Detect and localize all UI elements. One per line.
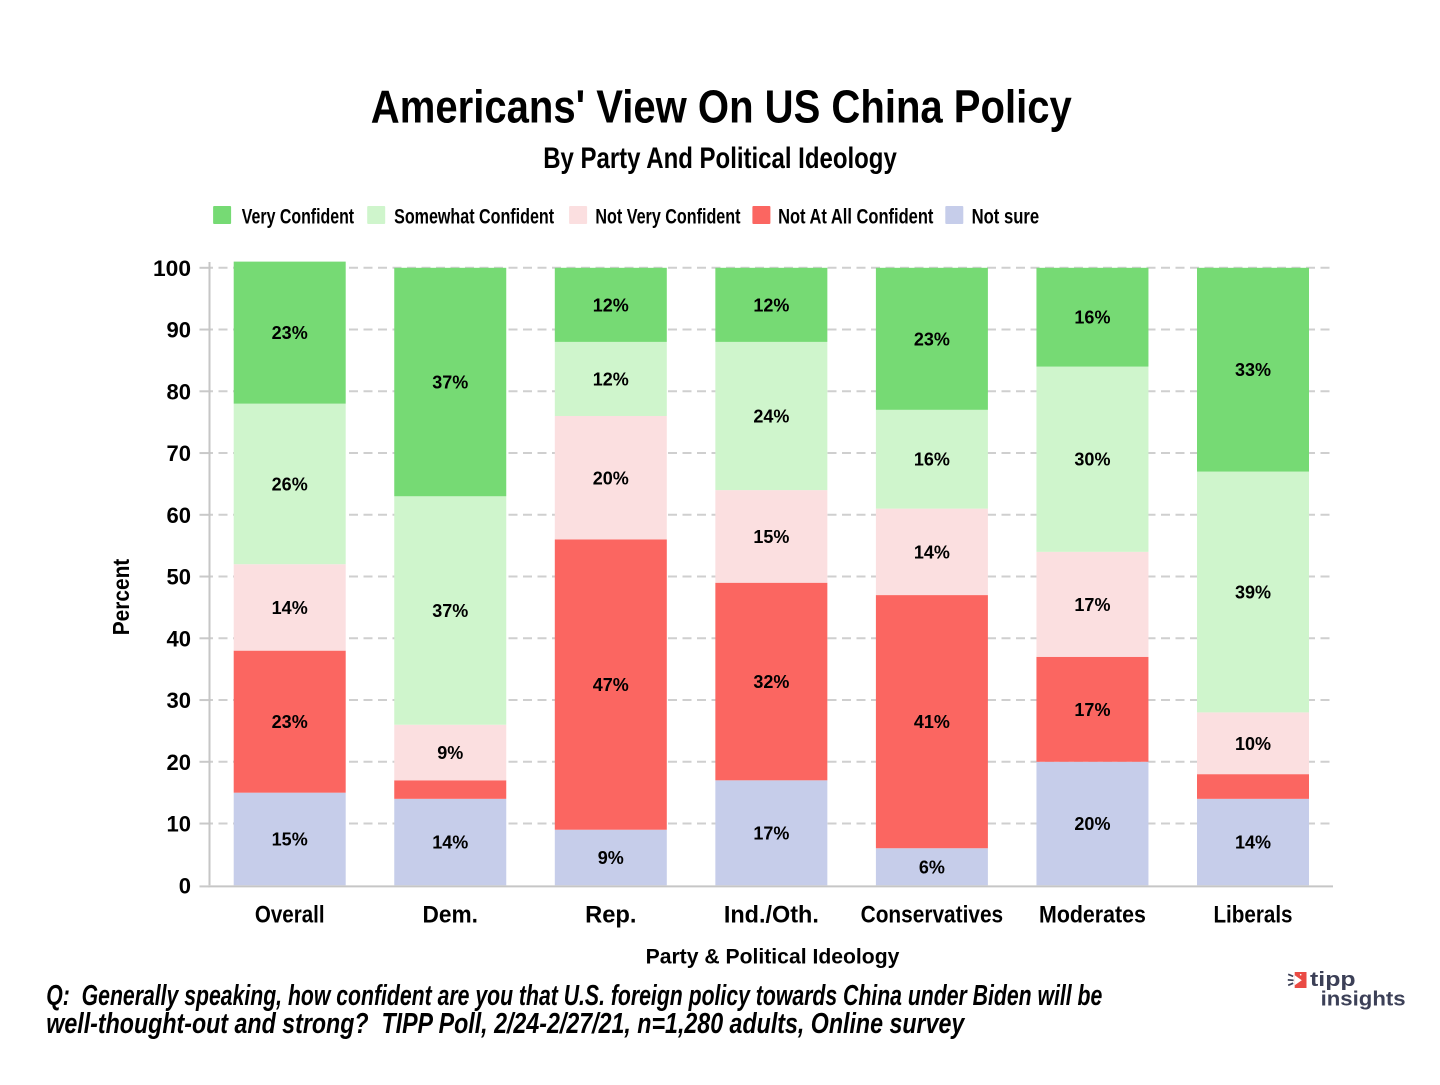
svg-text:tipp: tipp: [1310, 969, 1356, 991]
svg-text:Liberals: Liberals: [1213, 902, 1292, 929]
svg-text:32%: 32%: [753, 672, 789, 692]
svg-text:12%: 12%: [593, 295, 629, 315]
svg-text:Not At All Confident: Not At All Confident: [778, 205, 933, 229]
svg-text:Not Very Confident: Not Very Confident: [595, 205, 740, 229]
svg-text:Moderates: Moderates: [1039, 902, 1146, 929]
svg-text:Rep.: Rep.: [585, 902, 636, 929]
svg-text:By Party And Political Ideolog: By Party And Political Ideology: [543, 142, 897, 175]
svg-text:14%: 14%: [432, 833, 468, 853]
svg-text:9%: 9%: [598, 848, 624, 868]
svg-text:10: 10: [167, 812, 191, 837]
svg-text:14%: 14%: [272, 598, 308, 618]
svg-text:Americans' View On US China Po: Americans' View On US China Policy: [371, 81, 1072, 133]
svg-text:17%: 17%: [1074, 700, 1110, 720]
svg-text:Percent: Percent: [108, 558, 134, 635]
svg-text:17%: 17%: [753, 823, 789, 843]
svg-text:0: 0: [179, 873, 191, 898]
svg-text:30: 30: [167, 688, 191, 713]
svg-text:50: 50: [167, 565, 191, 590]
svg-text:80: 80: [167, 379, 191, 404]
svg-text:14%: 14%: [914, 542, 950, 562]
svg-text:20%: 20%: [593, 468, 629, 488]
svg-text:17%: 17%: [1074, 595, 1110, 615]
svg-text:20: 20: [167, 750, 191, 775]
svg-text:12%: 12%: [593, 369, 629, 389]
svg-text:33%: 33%: [1235, 360, 1271, 380]
svg-text:60: 60: [167, 503, 191, 528]
svg-text:47%: 47%: [593, 675, 629, 695]
svg-text:39%: 39%: [1235, 582, 1271, 602]
svg-text:90: 90: [167, 318, 191, 343]
svg-text:Ind./Oth.: Ind./Oth.: [724, 902, 819, 929]
svg-text:6%: 6%: [919, 857, 945, 877]
svg-text:well-thought-out and strong?: well-thought-out and strong? TIPP Poll, …: [46, 1008, 965, 1040]
svg-text:100: 100: [153, 256, 191, 281]
svg-text:Somewhat Confident: Somewhat Confident: [394, 205, 554, 229]
svg-text:12%: 12%: [753, 295, 789, 315]
svg-text:15%: 15%: [753, 527, 789, 547]
svg-text:26%: 26%: [272, 474, 308, 494]
svg-text:20%: 20%: [1074, 814, 1110, 834]
svg-text:37%: 37%: [432, 601, 468, 621]
svg-text:Very Confident: Very Confident: [242, 205, 354, 229]
svg-text:70: 70: [167, 441, 191, 466]
svg-text:24%: 24%: [753, 407, 789, 427]
svg-text:9%: 9%: [437, 743, 463, 763]
svg-text:30%: 30%: [1074, 450, 1110, 470]
svg-text:23%: 23%: [914, 329, 950, 349]
svg-text:Conservatives: Conservatives: [861, 902, 1004, 929]
svg-text:37%: 37%: [432, 373, 468, 393]
svg-text:23%: 23%: [272, 712, 308, 732]
svg-text:15%: 15%: [272, 829, 308, 849]
svg-text:14%: 14%: [1235, 833, 1271, 853]
svg-text:Dem.: Dem.: [423, 902, 478, 929]
svg-text:Party & Political Ideology: Party & Political Ideology: [646, 944, 900, 968]
svg-text:23%: 23%: [272, 323, 308, 343]
svg-text:10%: 10%: [1235, 734, 1271, 754]
svg-text:41%: 41%: [914, 712, 950, 732]
svg-text:insights: insights: [1321, 989, 1406, 1011]
svg-text:Not sure: Not sure: [972, 205, 1040, 229]
svg-text:16%: 16%: [1074, 308, 1110, 328]
svg-text:16%: 16%: [914, 450, 950, 470]
svg-text:40: 40: [167, 626, 191, 651]
svg-text:Overall: Overall: [255, 902, 325, 929]
